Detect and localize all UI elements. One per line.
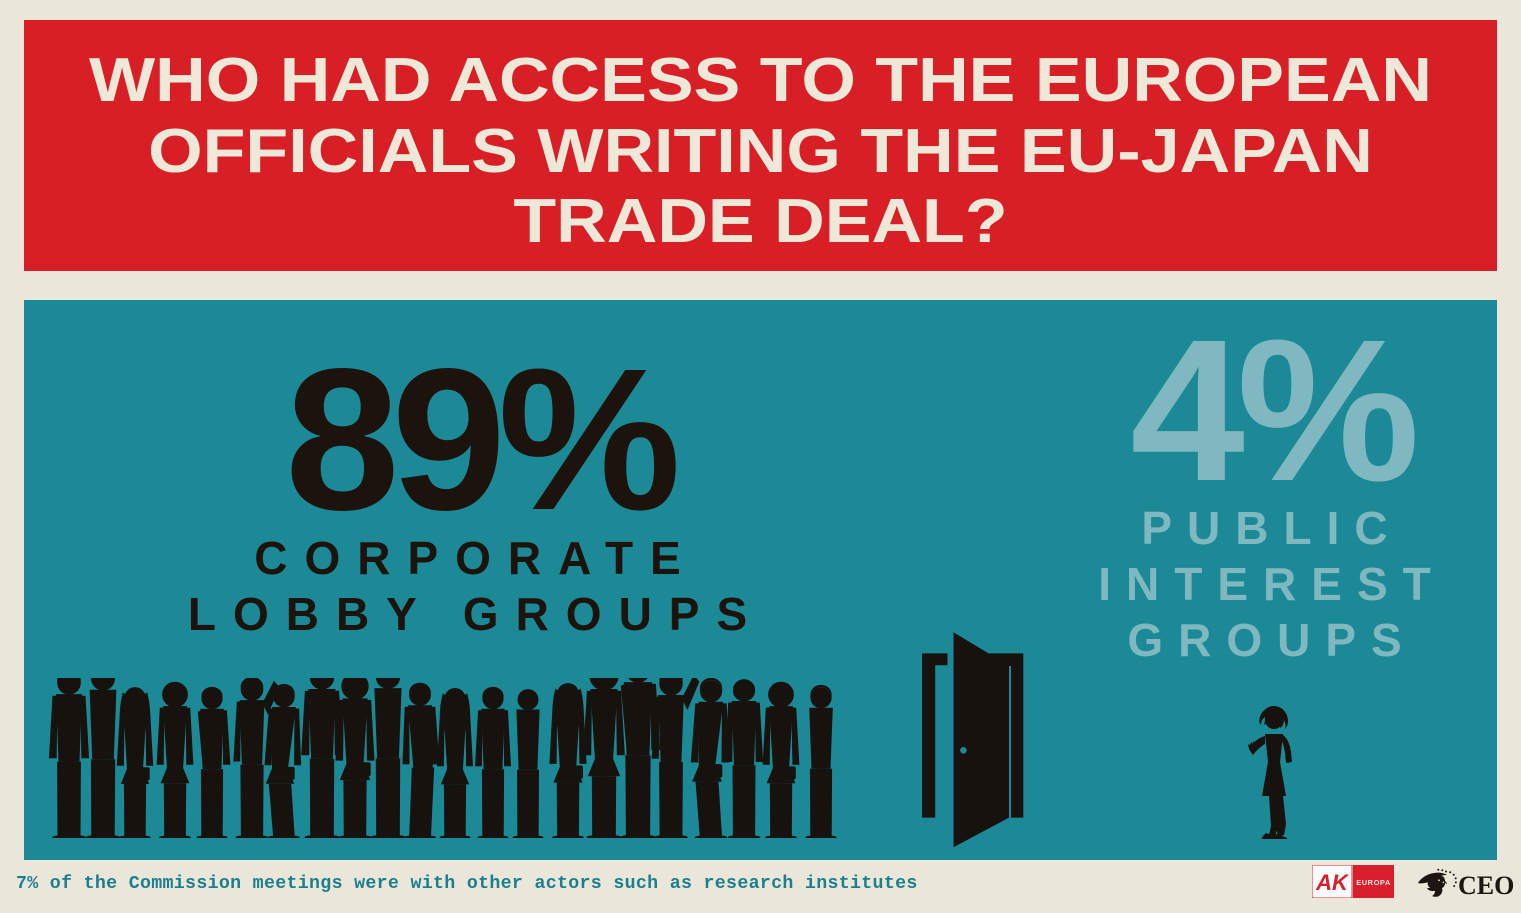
svg-text:EUROPA: EUROPA: [1356, 878, 1391, 887]
svg-text:CEO: CEO: [1458, 871, 1514, 898]
svg-text:AK: AK: [1315, 870, 1350, 895]
